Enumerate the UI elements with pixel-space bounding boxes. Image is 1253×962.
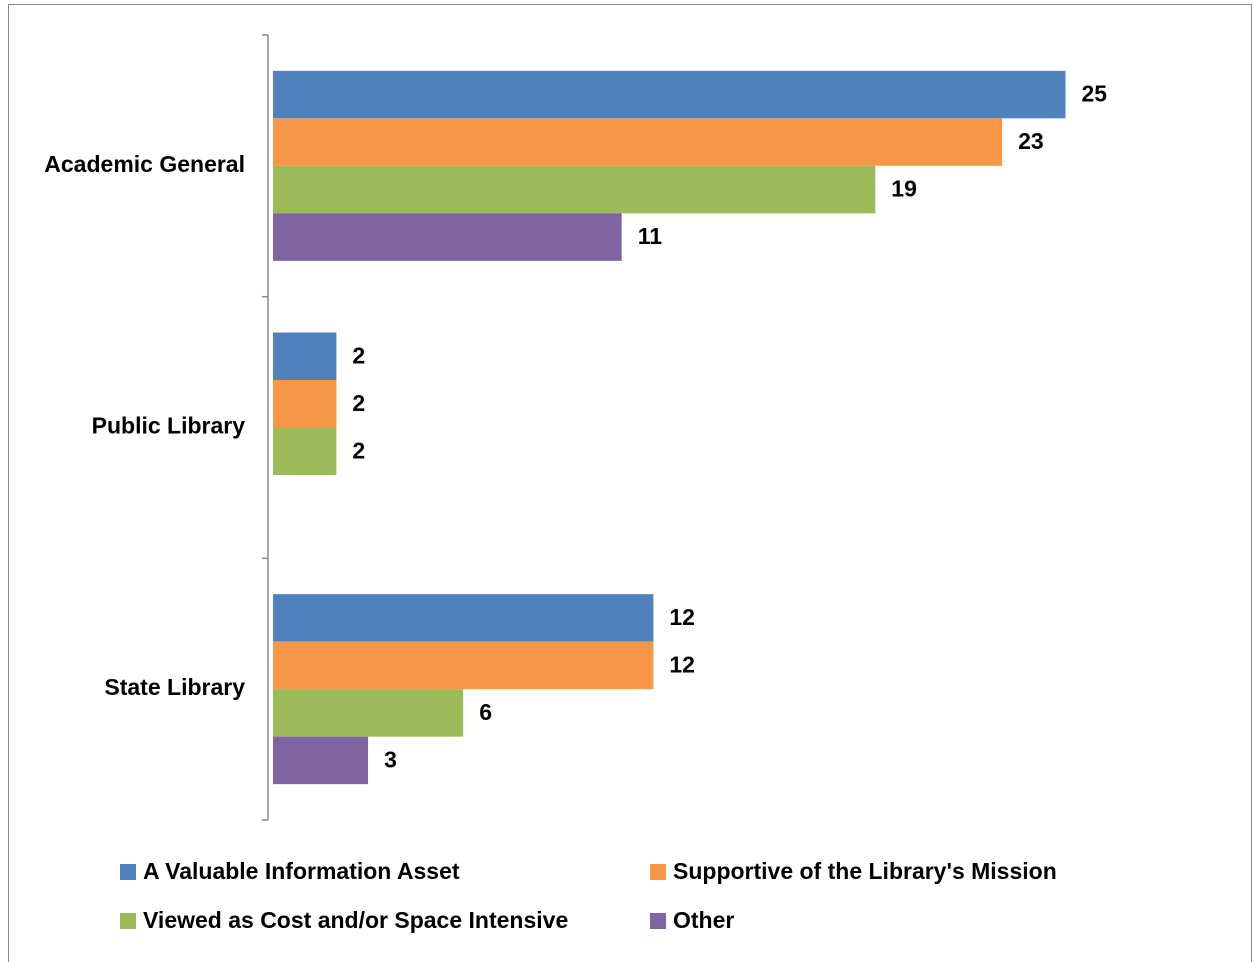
data-label: 12 bbox=[669, 604, 695, 630]
legend-label: Viewed as Cost and/or Space Intensive bbox=[143, 907, 568, 933]
data-label: 2 bbox=[352, 342, 365, 368]
bar bbox=[273, 736, 369, 785]
data-label: 3 bbox=[384, 746, 397, 772]
bar bbox=[273, 213, 622, 261]
data-label: 25 bbox=[1082, 81, 1108, 107]
legend-label: A Valuable Information Asset bbox=[143, 858, 460, 884]
data-label: 11 bbox=[638, 223, 663, 249]
bar bbox=[273, 427, 337, 475]
data-label: 23 bbox=[1018, 128, 1044, 154]
legend-label: Supportive of the Library's Mission bbox=[673, 858, 1057, 884]
bar bbox=[273, 70, 1066, 119]
bar bbox=[273, 332, 337, 380]
legend-swatch bbox=[650, 864, 666, 880]
data-label: 19 bbox=[891, 176, 917, 202]
bar bbox=[273, 594, 654, 642]
legend-swatch bbox=[120, 913, 136, 929]
bar bbox=[273, 689, 464, 737]
data-label: 6 bbox=[479, 699, 492, 725]
legend-label: Other bbox=[673, 907, 734, 933]
data-label: 2 bbox=[352, 437, 365, 463]
data-label: 12 bbox=[669, 651, 695, 677]
category-label: Public Library bbox=[92, 413, 246, 439]
data-label: 2 bbox=[352, 390, 365, 416]
category-label: State Library bbox=[104, 674, 245, 700]
bar bbox=[273, 118, 1003, 166]
bar bbox=[273, 165, 876, 214]
bar bbox=[273, 380, 337, 428]
bar bbox=[273, 641, 654, 690]
legend-swatch bbox=[650, 913, 666, 929]
chart-frame bbox=[8, 4, 1252, 962]
category-label: Academic General bbox=[44, 151, 245, 177]
legend-swatch bbox=[120, 864, 136, 880]
